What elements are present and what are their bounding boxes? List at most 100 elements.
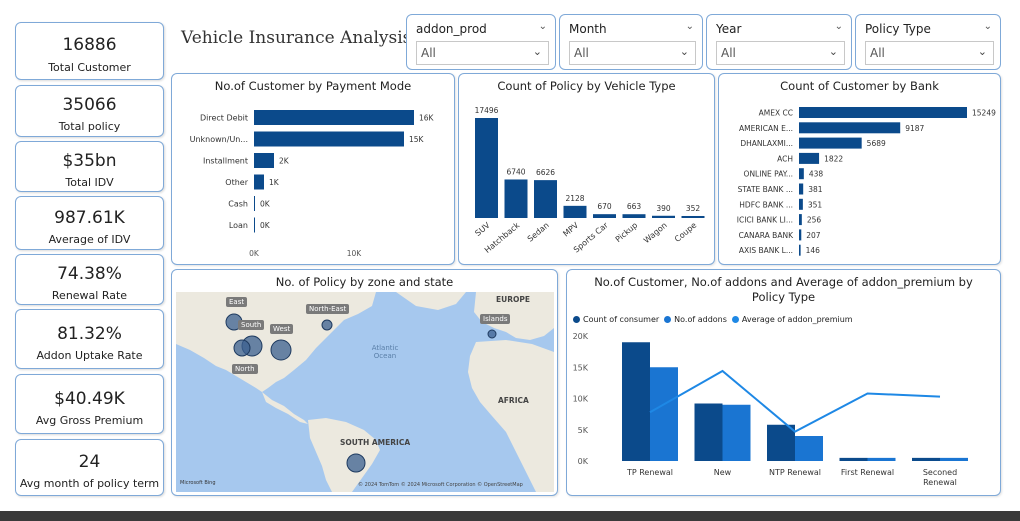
kpi-label: Avg Gross Premium bbox=[35, 414, 144, 427]
chart-payment-mode[interactable]: No.of Customer by Payment Mode Direct De… bbox=[171, 73, 455, 265]
chart-title: Count of Policy by Vehicle Type bbox=[497, 79, 676, 93]
bar-data-label: 351 bbox=[808, 200, 823, 209]
bar-category-label: DHANLAXMI... bbox=[740, 139, 793, 148]
bar-data-label: 1822 bbox=[824, 154, 843, 163]
chevron-down-icon[interactable]: ⌄ bbox=[834, 21, 843, 32]
kpi-card-total-customer[interactable]: 16886 Total Customer bbox=[15, 22, 164, 80]
y-tick-label: 5K bbox=[578, 426, 589, 435]
bar bbox=[254, 217, 255, 233]
bar-data-label: 1K bbox=[269, 178, 280, 187]
slicer-value: All bbox=[574, 46, 589, 60]
chevron-down-icon: ⌄ bbox=[828, 45, 838, 58]
map-bubble-south-america bbox=[346, 453, 366, 473]
bar-data-label: 15K bbox=[409, 135, 425, 144]
legend-label: Average of addon_premium bbox=[741, 315, 853, 324]
bar bbox=[799, 229, 802, 241]
bar-series-consumer bbox=[694, 403, 723, 461]
slicer-dropdown[interactable]: All ⌄ bbox=[416, 41, 549, 65]
bar-category-label: Other bbox=[225, 178, 248, 187]
slicer-month[interactable]: Month ⌄ All ⌄ bbox=[559, 14, 703, 70]
kpi-card-addon-uptake-rate[interactable]: 81.32% Addon Uptake Rate bbox=[15, 309, 164, 369]
bing-logo: Microsoft Bing bbox=[180, 480, 216, 486]
chevron-down-icon: ⌄ bbox=[532, 45, 542, 58]
bar-category-label: Cash bbox=[228, 200, 248, 209]
report-title: Vehicle Insurance Analysis bbox=[181, 28, 412, 48]
bar bbox=[254, 131, 404, 147]
chart-vehicle-type[interactable]: Count of Policy by Vehicle Type 17496 SUV… bbox=[458, 73, 715, 265]
chart-title: No.of Customer by Payment Mode bbox=[214, 79, 412, 93]
bar-category-label: AMERICAN E... bbox=[739, 124, 793, 133]
bar-series-addons bbox=[650, 367, 678, 461]
y-tick-label: 20K bbox=[573, 332, 589, 341]
bar-data-label: 352 bbox=[686, 204, 701, 213]
chevron-down-icon[interactable]: ⌄ bbox=[983, 21, 992, 32]
legend-dot bbox=[731, 316, 739, 323]
legend-dot bbox=[664, 316, 672, 323]
chart-bank-svg: AMEX CC 15249 AMERICAN E... 9187 DHANLAXMI..… bbox=[737, 107, 996, 256]
slicer-year[interactable]: Year ⌄ All ⌄ bbox=[706, 14, 852, 70]
legend-item[interactable]: No.of addons bbox=[664, 315, 727, 324]
kpi-card-renewal-rate[interactable]: 74.38% Renewal Rate bbox=[15, 254, 164, 305]
map-label-islands: Islands bbox=[480, 314, 511, 324]
slicer-dropdown[interactable]: All ⌄ bbox=[716, 41, 845, 65]
bar bbox=[534, 180, 557, 218]
chart-policy-type-combo[interactable]: No.of Customer, No.of addons and Average… bbox=[566, 269, 1001, 496]
kpi-label: Total Customer bbox=[48, 61, 131, 74]
bar-data-label: 390 bbox=[656, 204, 671, 213]
bar-data-label: 2128 bbox=[565, 194, 584, 203]
x-category-label: Pickup bbox=[614, 221, 640, 244]
bar bbox=[475, 118, 498, 218]
slicer-addon-prod[interactable]: addon_prod ⌄ All ⌄ bbox=[406, 14, 556, 70]
map-label-west: West bbox=[270, 324, 294, 334]
kpi-value: $40.49K bbox=[54, 389, 125, 409]
bar-data-label: 670 bbox=[597, 202, 612, 211]
window-frame-bottom bbox=[0, 511, 1020, 521]
bar bbox=[681, 215, 705, 218]
slicer-title: Month bbox=[569, 22, 607, 36]
bar bbox=[799, 107, 967, 118]
kpi-card-average-idv[interactable]: 987.61K Average of IDV bbox=[15, 196, 164, 250]
kpi-value: 16886 bbox=[62, 35, 117, 55]
bar bbox=[799, 152, 820, 164]
kpi-label: Renewal Rate bbox=[51, 289, 128, 302]
bar-series-consumer bbox=[767, 424, 795, 461]
chart-combo-svg: 0K 5K 10K 15K 20K TP Renewal New NTP Renewal Fir… bbox=[573, 332, 968, 487]
slicer-policy-type[interactable]: Policy Type ⌄ All ⌄ bbox=[855, 14, 1001, 70]
bar-category-label: STATE BANK ... bbox=[738, 185, 793, 194]
map-attribution[interactable]: © 2024 TomTom © 2024 Microsoft Corporati… bbox=[358, 482, 523, 488]
map-canvas[interactable]: East South West North North-East Islands… bbox=[176, 292, 554, 492]
kpi-card-avg-gross-premium[interactable]: $40.49K Avg Gross Premium bbox=[15, 374, 164, 434]
kpi-label: Total IDV bbox=[65, 176, 114, 189]
bar-data-label: 2K bbox=[279, 157, 290, 166]
kpi-card-total-idv[interactable]: $35bn Total IDV bbox=[15, 141, 164, 192]
bar-data-label: 438 bbox=[809, 170, 824, 179]
map-label-south-america: SOUTH AMERICA bbox=[340, 438, 411, 447]
x-category-label: Sedan bbox=[526, 221, 551, 244]
bar bbox=[799, 198, 803, 210]
legend-item[interactable]: Average of addon_premium bbox=[731, 315, 853, 324]
bar bbox=[563, 205, 587, 218]
x-category-label: SUV bbox=[473, 220, 492, 238]
bar-category-label: Installment bbox=[203, 157, 248, 166]
bar-data-label: 146 bbox=[806, 246, 821, 255]
slicer-dropdown[interactable]: All ⌄ bbox=[569, 41, 696, 65]
bar-data-label: 16K bbox=[419, 114, 435, 123]
chart-vehicle-type-svg: 17496SUV6740Hatchback6626Sedan2128MPV670… bbox=[473, 106, 705, 255]
bar-category-label: HDFC BANK ... bbox=[739, 200, 793, 209]
chart-bank[interactable]: Count of Customer by Bank AMEX CC 15249 AM… bbox=[718, 73, 1001, 265]
slicer-title: Policy Type bbox=[865, 22, 931, 36]
x-category-label: Seconed bbox=[923, 468, 957, 477]
chevron-down-icon[interactable]: ⌄ bbox=[685, 21, 694, 32]
x-tick-label: 0K bbox=[249, 249, 260, 258]
x-category-label: New bbox=[714, 468, 732, 477]
slicer-dropdown[interactable]: All ⌄ bbox=[865, 41, 994, 65]
bar-data-label: 17496 bbox=[475, 106, 499, 115]
chart-legend: Count of consumer No.of addons Average o… bbox=[573, 315, 853, 324]
y-tick-label: 15K bbox=[573, 363, 589, 372]
legend-item[interactable]: Count of consumer bbox=[573, 315, 659, 324]
bar-category-label: Direct Debit bbox=[200, 114, 248, 123]
kpi-card-total-policy[interactable]: 35066 Total policy bbox=[15, 85, 164, 137]
chevron-down-icon[interactable]: ⌄ bbox=[538, 21, 547, 32]
kpi-card-avg-policy-term[interactable]: 24 Avg month of policy term bbox=[15, 439, 164, 496]
bar-data-label: 6626 bbox=[536, 168, 555, 177]
